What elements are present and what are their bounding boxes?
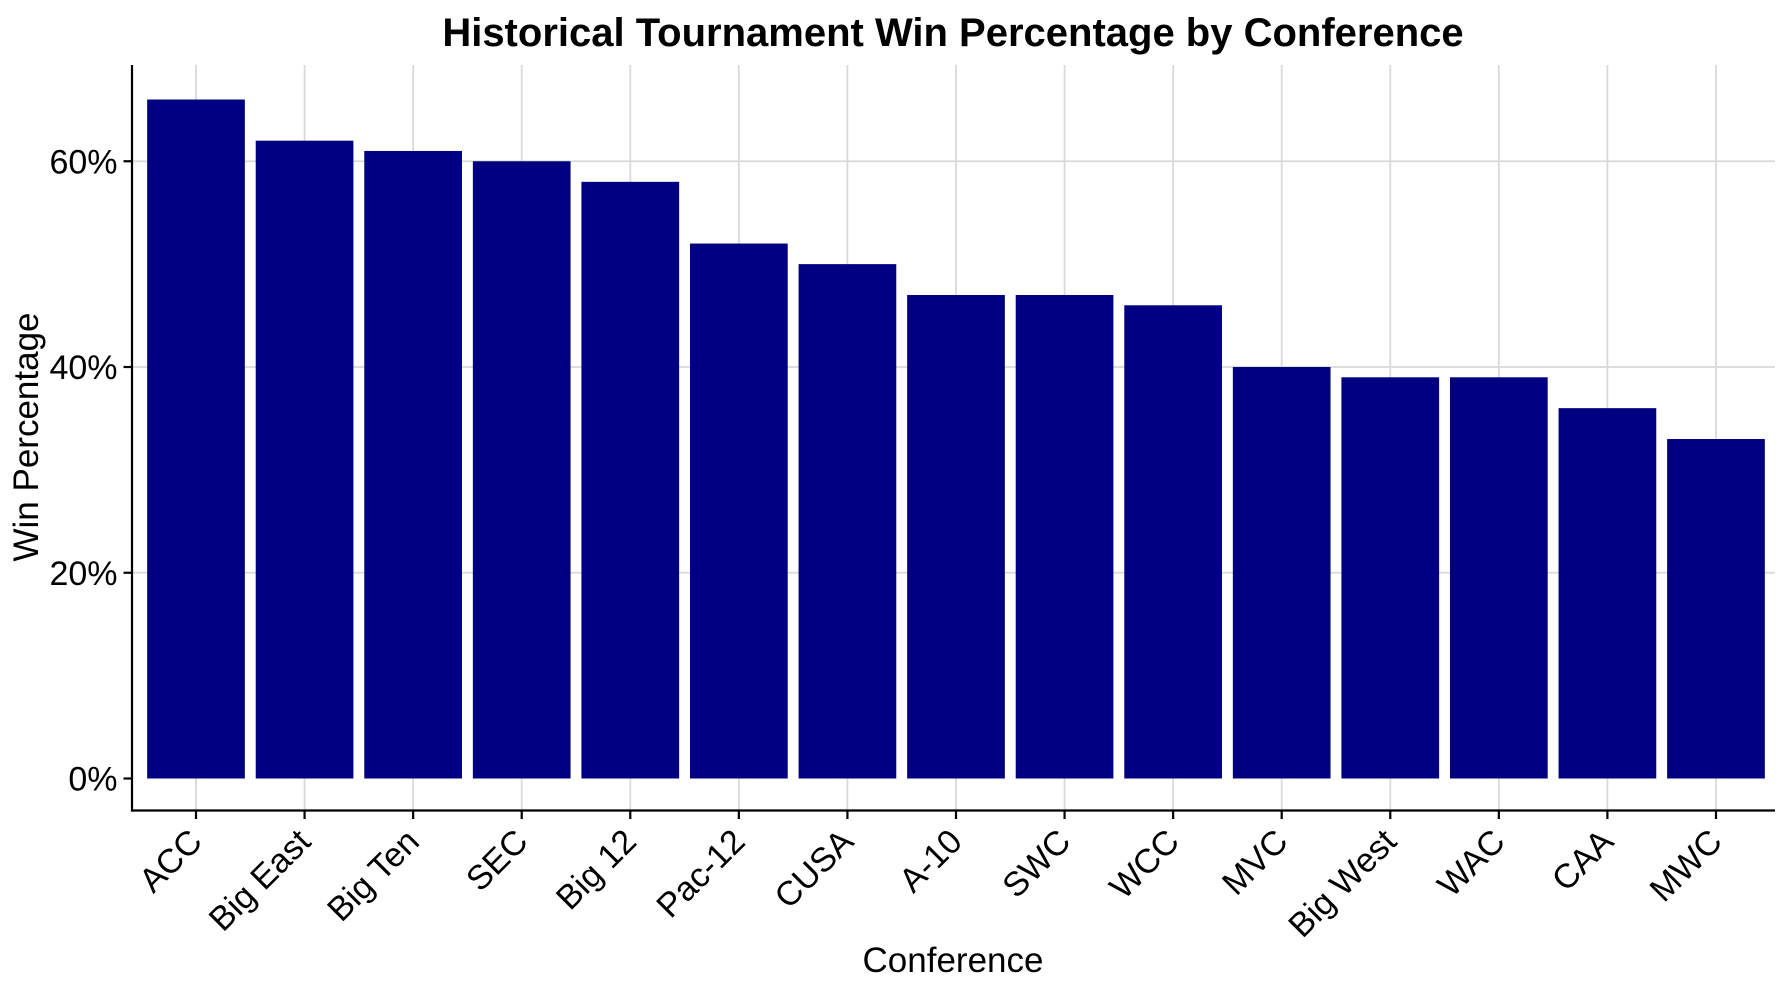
y-tick-label-60: 60% <box>49 143 117 181</box>
bar-MVC <box>1232 367 1331 779</box>
bar-WAC <box>1449 377 1548 779</box>
bar-Pac-12 <box>690 243 788 779</box>
x-tick-label-ACC: ACC <box>132 822 210 900</box>
y-tick-label-0: 0% <box>68 761 117 799</box>
bar-MWC <box>1667 439 1765 779</box>
x-tick-label-SWC: SWC <box>995 822 1078 905</box>
bar-SWC <box>1015 294 1114 779</box>
x-tick-label-CUSA: CUSA <box>767 822 861 916</box>
bar-A-10 <box>907 294 1005 779</box>
x-tick-label-A-10: A-10 <box>892 822 970 900</box>
x-tick-label-SEC: SEC <box>459 822 535 898</box>
bars <box>147 99 1765 779</box>
y-tick-label-40: 40% <box>49 349 117 387</box>
x-tick-label-Pac-12: Pac-12 <box>649 822 752 925</box>
bar-WCC <box>1124 305 1222 779</box>
x-tick-label-Big 12: Big 12 <box>549 822 644 917</box>
bar-SEC <box>472 161 571 779</box>
y-axis-title: Win Percentage <box>7 312 46 561</box>
bar-Big 12 <box>581 181 680 779</box>
x-tick-label-CAA: CAA <box>1545 822 1622 899</box>
x-tick-label-Big East: Big East <box>202 822 319 939</box>
x-tick-label-Big Ten: Big Ten <box>320 822 427 929</box>
bar-Big West <box>1341 377 1440 779</box>
axes <box>123 65 1775 819</box>
bar-Big Ten <box>364 150 462 779</box>
bar-CUSA <box>798 264 897 779</box>
x-tick-label-MWC: MWC <box>1643 822 1730 909</box>
bar-Big East <box>255 140 354 779</box>
x-tick-label-MVC: MVC <box>1215 822 1295 902</box>
chart-title: Historical Tournament Win Percentage by … <box>442 11 1463 55</box>
x-tick-label-WAC: WAC <box>1430 822 1512 904</box>
bar-ACC <box>147 99 245 779</box>
bar-CAA <box>1558 408 1657 779</box>
x-tick-label-WCC: WCC <box>1102 822 1186 906</box>
x-axis-title: Conference <box>863 941 1044 980</box>
x-tick-label-Big West: Big West <box>1281 822 1404 945</box>
y-tick-label-20: 20% <box>49 555 117 593</box>
